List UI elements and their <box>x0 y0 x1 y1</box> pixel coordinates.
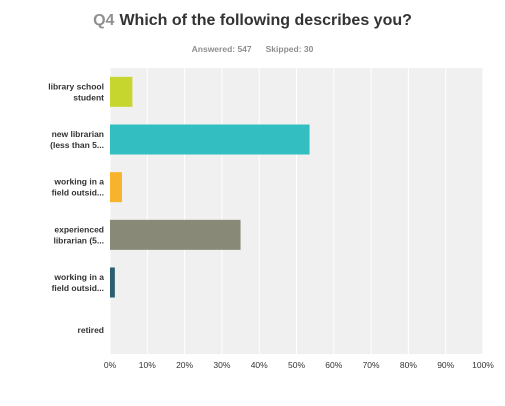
category-label-line: field outsid... <box>52 283 104 293</box>
category-label-line: (less than 5... <box>50 140 104 150</box>
bar <box>110 172 122 203</box>
question-title: Q4 Which of the following describes you? <box>0 12 505 30</box>
category-label: working in a field outsid... <box>52 177 105 198</box>
bar <box>110 124 310 155</box>
x-tick-label: 70% <box>363 360 380 370</box>
x-tick-label: 20% <box>176 360 193 370</box>
category-label: experienced librarian (5... <box>53 224 104 245</box>
category-label: library school student <box>48 81 104 102</box>
question-text: Which of the following describes you? <box>119 12 412 29</box>
x-tick-label: 60% <box>325 360 342 370</box>
x-tick-label: 100% <box>472 360 494 370</box>
category-label-line: experienced <box>54 224 104 234</box>
category-label-line: retired <box>78 325 104 335</box>
x-tick-label: 10% <box>139 360 156 370</box>
x-tick-labels: 0% 10% 20% 30% 40% 50% 60% 70% 80% 90% 100% <box>104 360 494 370</box>
x-tick-label: 80% <box>400 360 417 370</box>
bar <box>110 267 115 298</box>
grid-lines <box>109 68 484 354</box>
x-tick-label: 40% <box>251 360 268 370</box>
category-label: working in a field outsid... <box>52 272 105 293</box>
skipped-count: Skipped: 30 <box>265 44 314 54</box>
x-tick-label: 50% <box>288 360 305 370</box>
answered-count: Answered: 547 <box>191 44 252 54</box>
category-label-line: librarian (5... <box>53 235 104 245</box>
category-label: retired <box>78 325 104 335</box>
category-label-line: working in a <box>53 177 104 187</box>
question-number: Q4 <box>93 12 115 29</box>
x-tick-label: 90% <box>437 360 454 370</box>
bars <box>110 76 310 298</box>
category-label: new librarian (less than 5... <box>50 129 104 150</box>
category-label-line: field outsid... <box>52 188 104 198</box>
category-label-line: library school <box>48 81 104 91</box>
bar <box>110 219 241 250</box>
response-stats: Answered: 547 Skipped: 30 <box>0 44 505 54</box>
category-labels: library school student new librarian (less … <box>48 81 104 335</box>
x-tick-label: 0% <box>104 360 117 370</box>
bar <box>110 76 133 107</box>
x-tick-label: 30% <box>213 360 230 370</box>
category-label-line: new librarian <box>52 129 104 139</box>
category-label-line: student <box>73 92 104 102</box>
category-label-line: working in a <box>53 272 104 282</box>
